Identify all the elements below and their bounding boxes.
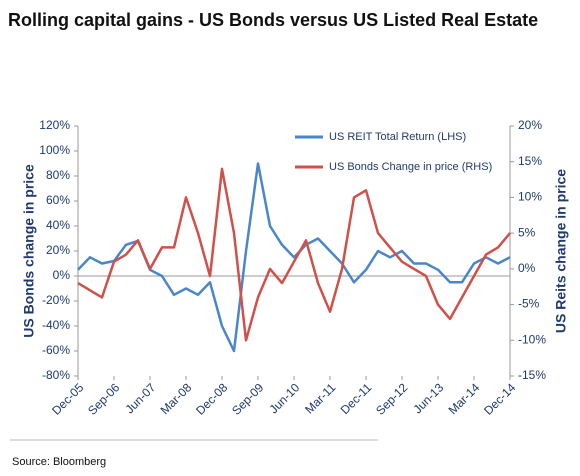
y-tick-label: 120% xyxy=(39,118,70,132)
y-tick-label: 40% xyxy=(46,218,70,232)
legend-label: US REIT Total Return (LHS) xyxy=(329,131,466,143)
y-tick-label: -80% xyxy=(42,368,70,382)
y-tick-label: 80% xyxy=(46,168,70,182)
x-tick-label: Jun-13 xyxy=(411,380,447,416)
y2-tick-label: 20% xyxy=(518,118,542,132)
y-tick-label: 100% xyxy=(39,143,70,157)
x-tick-label: Dec-14 xyxy=(481,380,518,417)
y2-tick-label: 0% xyxy=(518,261,536,275)
y-tick-label: -40% xyxy=(42,318,70,332)
y-tick-label: 60% xyxy=(46,193,70,207)
y2-tick-label: 10% xyxy=(518,190,542,204)
x-tick-label: Jun-10 xyxy=(267,380,303,416)
x-tick-label: Mar-14 xyxy=(446,380,483,417)
x-tick-label: Mar-08 xyxy=(158,380,195,417)
x-tick-label: Sep-06 xyxy=(85,380,122,417)
y2-tick-label: -5% xyxy=(518,297,540,311)
x-tick-label: Mar-11 xyxy=(302,380,338,416)
y2-tick-label: 5% xyxy=(518,225,536,239)
source: Source: Bloomberg xyxy=(12,456,106,468)
x-tick-label: Sep-12 xyxy=(373,380,410,417)
x-tick-label: Jun-07 xyxy=(123,380,159,416)
y2-axis-title: US Reits change in price xyxy=(553,169,569,333)
y-tick-label: 20% xyxy=(46,243,70,257)
y-tick-label: -20% xyxy=(42,293,70,307)
y-axis-title: US Bonds change in price xyxy=(21,164,37,338)
y2-tick-label: -15% xyxy=(518,368,546,382)
series-line xyxy=(77,162,511,353)
x-tick-label: Dec-05 xyxy=(49,380,86,417)
chart-title: Rolling capital gains - US Bonds versus … xyxy=(8,10,538,30)
y2-tick-label: -10% xyxy=(518,332,546,346)
x-tick-label: Sep-09 xyxy=(229,380,266,417)
series-line xyxy=(77,167,511,342)
y-tick-label: 0% xyxy=(53,268,71,282)
x-tick-label: Dec-11 xyxy=(338,380,375,417)
x-tick-label: Dec-08 xyxy=(193,380,230,417)
y-tick-label: -60% xyxy=(42,343,70,357)
legend-label: US Bonds Change in price (RHS) xyxy=(329,161,492,173)
y2-tick-label: 15% xyxy=(518,154,542,168)
